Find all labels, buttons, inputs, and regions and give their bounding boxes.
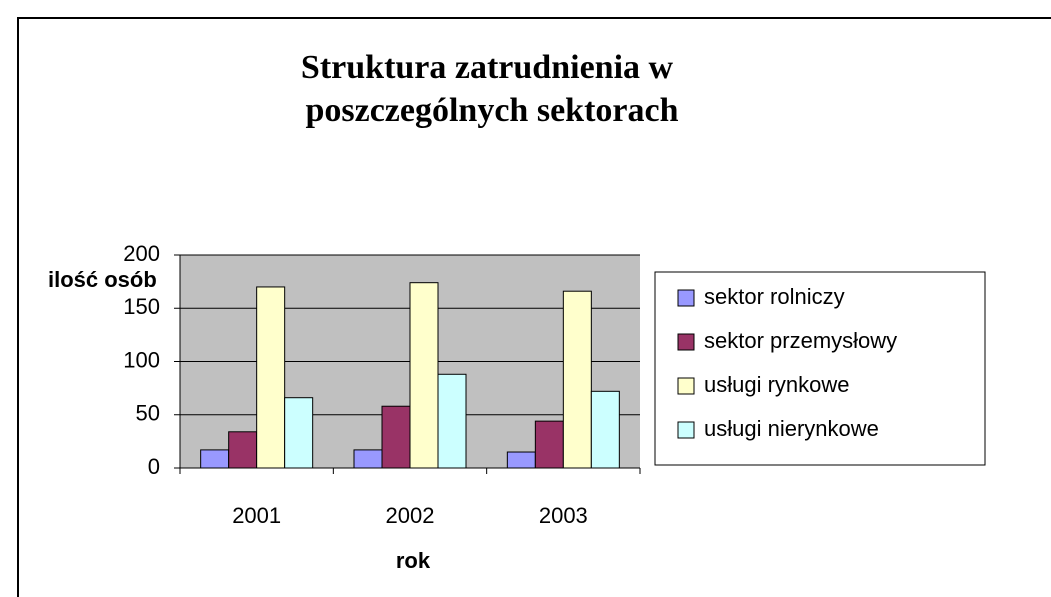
bar bbox=[353, 449, 383, 469]
bar bbox=[590, 390, 620, 469]
legend-label: sektor przemysłowy bbox=[704, 328, 897, 353]
bar bbox=[409, 282, 439, 469]
bar bbox=[228, 431, 258, 469]
y-tick-label: 50 bbox=[136, 401, 160, 426]
y-tick-label: 100 bbox=[123, 347, 160, 372]
legend-label: usługi rynkowe bbox=[704, 372, 850, 397]
bar bbox=[437, 373, 467, 469]
legend-label: sektor rolniczy bbox=[704, 284, 845, 309]
y-tick-label: 200 bbox=[123, 241, 160, 266]
bar bbox=[562, 290, 592, 469]
bar bbox=[506, 451, 536, 469]
legend-label: usługi nierynkowe bbox=[704, 416, 879, 441]
legend-swatch bbox=[677, 421, 695, 439]
chart-title: poszczególnych sektorach bbox=[305, 92, 678, 129]
chart-title: Struktura zatrudnienia w bbox=[301, 49, 674, 86]
bar bbox=[200, 449, 230, 469]
bar bbox=[256, 286, 286, 469]
y-axis-label: ilość osób bbox=[48, 267, 157, 292]
x-tick-label: 2001 bbox=[232, 503, 281, 528]
x-axis-label: rok bbox=[396, 548, 431, 573]
legend-swatch bbox=[677, 333, 695, 351]
bar bbox=[284, 397, 314, 469]
bar bbox=[381, 405, 411, 469]
legend-swatch bbox=[677, 289, 695, 307]
legend-swatch bbox=[677, 377, 695, 395]
legend bbox=[654, 271, 986, 466]
y-tick-label: 0 bbox=[148, 454, 160, 479]
y-tick-label: 150 bbox=[123, 294, 160, 319]
x-tick-label: 2003 bbox=[539, 503, 588, 528]
x-tick-label: 2002 bbox=[386, 503, 435, 528]
bar bbox=[534, 420, 564, 469]
